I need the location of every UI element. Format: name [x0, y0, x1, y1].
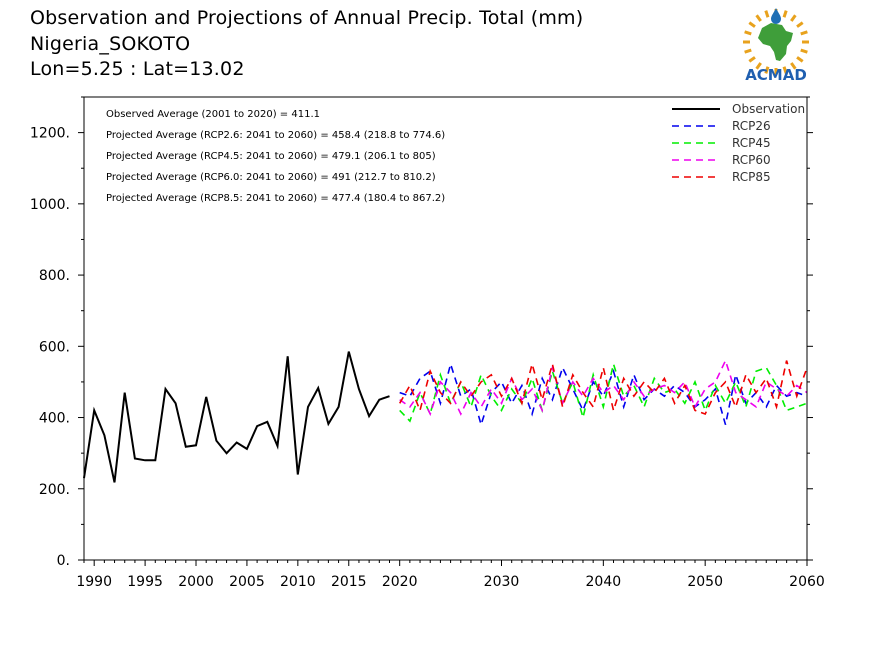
x-tick-label: 2030 — [484, 574, 520, 590]
sun-ray — [744, 48, 752, 54]
y-tick-label: 1200. — [30, 126, 70, 142]
y-tick-label: 400. — [39, 411, 70, 427]
sun-ray — [764, 66, 770, 74]
sun-ray — [800, 48, 808, 54]
annotations: Observed Average (2001 to 2020) = 411.1 P… — [106, 109, 445, 204]
stat-annotation: Projected Average (RCP4.5: 2041 to 2060)… — [106, 151, 436, 162]
sun-ray — [800, 30, 808, 36]
acmad-logo-graphic: ACMAD — [743, 8, 809, 84]
acmad-logo: ACMAD — [736, 6, 816, 84]
sun-ray — [790, 14, 797, 22]
x-tick-label: 1990 — [76, 574, 112, 590]
stat-annotation: Projected Average (RCP8.5: 2041 to 2060)… — [106, 193, 445, 204]
sun-ray — [764, 10, 770, 18]
sun-ray — [748, 56, 756, 63]
x-tick-label: 2060 — [789, 574, 825, 590]
x-tick-label: 2040 — [586, 574, 622, 590]
sun-ray — [748, 21, 756, 28]
legend: Observation RCP26 RCP45 RCP60 RCP85 — [672, 102, 805, 184]
sun-ray — [796, 56, 804, 63]
chart-title: Observation and Projections of Annual Pr… — [30, 7, 584, 29]
legend-label: RCP60 — [732, 153, 771, 167]
legend-label: RCP45 — [732, 136, 771, 150]
stat-annotation: Projected Average (RCP2.6: 2041 to 2060)… — [106, 130, 445, 141]
stat-annotation: Observed Average (2001 to 2020) = 411.1 — [106, 109, 320, 120]
y-tick-label: 800. — [39, 268, 70, 284]
sun-ray — [796, 21, 804, 28]
series-line-observation — [83, 351, 390, 483]
sun-ray — [790, 62, 797, 70]
stat-annotation: Projected Average (RCP6.0: 2041 to 2060)… — [106, 172, 436, 183]
y-tick-label: 1000. — [30, 197, 70, 213]
y-tick-label: 200. — [39, 482, 70, 498]
sun-ray — [755, 62, 762, 70]
water-drop-icon — [771, 8, 781, 24]
legend-label: RCP26 — [732, 119, 771, 133]
series-line-rcp45 — [399, 361, 808, 423]
x-tick-label: 2015 — [331, 574, 367, 590]
legend-label: Observation — [732, 102, 805, 116]
sun-ray — [782, 66, 788, 74]
x-tick-label: 2000 — [178, 574, 214, 590]
x-tick-label: 1995 — [127, 574, 163, 590]
sun-ray — [782, 10, 788, 18]
logo-text: ACMAD — [745, 66, 807, 84]
sun-ray — [755, 14, 762, 22]
sun-ray — [744, 30, 752, 36]
africa-map-icon — [758, 23, 793, 61]
series-layer — [83, 351, 808, 483]
y-tick-label: 600. — [39, 339, 70, 355]
location-label: Nigeria_SOKOTO — [30, 33, 191, 55]
coordinates-label: Lon=5.25 : Lat=13.02 — [30, 58, 245, 80]
axis-layer: 0. 200. 400. 600. 800. 1000. 1200. 1990 1995 2000… — [30, 96, 825, 590]
plot-frame — [83, 96, 808, 561]
y-tick-label: 0. — [57, 553, 70, 569]
x-tick-label: 2050 — [687, 574, 723, 590]
x-tick-label: 2020 — [382, 574, 418, 590]
x-tick-label: 2010 — [280, 574, 316, 590]
x-tick-label: 2005 — [229, 574, 265, 590]
series-line-rcp85 — [399, 360, 808, 415]
legend-label: RCP85 — [732, 170, 771, 184]
